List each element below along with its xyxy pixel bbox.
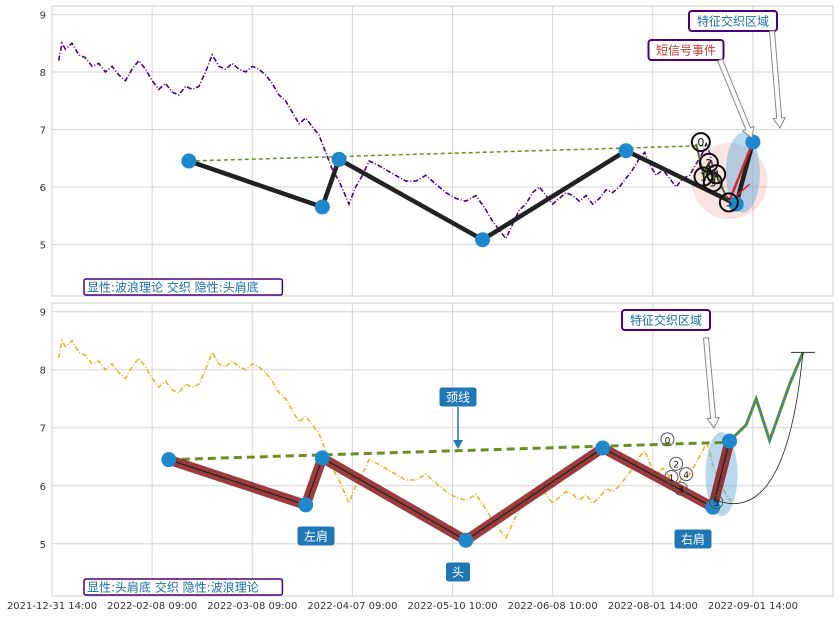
top-signal-label: 2 [705,157,712,170]
bottom-head-label: 头 [452,566,464,580]
top-y-tick-label: 7 [40,125,46,136]
x-tick-label: 2021-12-31 14:00 [7,601,97,612]
bottom-feature-zone-arrow [702,337,720,429]
bottom-signal-circle [660,432,675,447]
bottom-y-tick-label: 6 [40,482,46,493]
top-short-signal-box [647,39,725,61]
bottom-left-shoulder-label-box [296,525,336,547]
top-signal-circle [718,192,739,213]
top-signal-circle [698,152,719,173]
top-y-tick-label: 8 [40,68,46,79]
top-short-signal-label: 短信号事件 [656,44,716,58]
top-price-line [57,41,734,241]
top-pattern-node [314,199,330,215]
x-tick-label: 2022-06-08 10:00 [508,601,598,612]
bottom-signal-label: 1 [669,474,675,484]
top-signal-circle [706,164,727,185]
bottom-signal-circle [709,495,724,510]
bottom-signal-circle [679,467,694,482]
bottom-neckline-arrow-head [453,440,463,449]
bottom-legend-box [83,578,284,596]
top-y-tick-label: 5 [40,240,46,251]
bottom-neckline-label: 颈线 [446,391,470,405]
top-feature-zone-box [688,10,778,32]
top-short-signal-arrow [717,58,755,139]
top-pattern-node [181,153,197,169]
top-signal-circle [690,132,711,153]
bottom-projection-curve [716,352,804,505]
bottom-y-tick-label: 8 [40,366,46,377]
x-tick-label: 2022-05-10 10:00 [407,601,497,612]
bottom-pattern-node [161,452,177,468]
bottom-left-shoulder-label: 左肩 [304,529,328,544]
top-feature-zone-label: 特征交织区域 [697,14,769,29]
bottom-y-tick-label: 9 [40,308,46,319]
bottom-signal-circle [669,456,684,471]
bottom-projection-line [728,352,804,443]
bottom-signal-circle [673,481,688,496]
x-tick-label: 2022-08-01 14:00 [608,601,698,612]
bottom-y-tick-label: 7 [40,424,46,435]
top-pattern-node [728,196,744,212]
bottom-pattern-node [722,433,738,449]
top-y-tick-label: 9 [40,11,46,22]
top-signal-label: 0 [697,136,704,149]
x-tick-label: 2022-09-01 14:00 [708,601,798,612]
bottom-price-line [57,338,734,540]
bottom-head-label-box [445,561,471,583]
top-signal-label: 5 [725,196,732,209]
bottom-right-shoulder-label-box [673,528,713,550]
top-signal-label: 1 [700,171,707,184]
bottom-right-shoulder-label: 右肩 [681,532,705,547]
bottom-signal-label: 0 [665,436,671,446]
bottom-signal-label: 3 [678,486,684,496]
bottom-feature-zone-label: 特征交织区域 [630,313,702,328]
bottom-neckline [168,440,730,462]
bottom-pattern-node [298,497,314,513]
bottom-signal-circle [664,470,679,485]
top-legend-box [83,278,284,296]
top-pattern-node [618,143,634,159]
bottom-pattern-node [314,450,330,466]
top-feature-zone-arrow [768,30,786,129]
bottom-pattern-node [595,440,611,456]
x-tick-label: 2022-04-07 09:00 [307,601,397,612]
top-signal-label: 4 [713,168,720,181]
bottom-signal-label: 2 [673,461,679,471]
x-tick-label: 2022-03-08 09:00 [207,601,297,612]
x-tick-label: 2022-02-08 09:00 [107,601,197,612]
top-y-tick-label: 6 [40,183,46,194]
top-pattern-node [745,134,761,150]
top-pattern-node [475,232,491,248]
bottom-signal-label: 4 [683,471,689,481]
bottom-pattern-node [458,532,474,548]
top-wave-red [727,141,755,203]
bottom-signal-label: 5 [713,499,719,509]
bottom-legend-text: 显性:头肩底 交织 隐性:波浪理论 [87,580,259,595]
top-legend-text: 显性:波浪理论 交织 隐性:头肩底 [87,280,259,295]
bottom-y-tick-label: 5 [40,540,46,551]
bottom-feature-zone-box [621,309,711,331]
top-pattern-node [331,151,347,167]
